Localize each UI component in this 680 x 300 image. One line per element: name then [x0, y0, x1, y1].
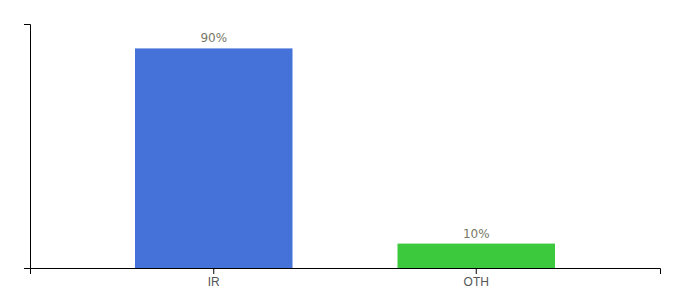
x-tick: OTH	[464, 268, 489, 289]
y-axis-line	[24, 25, 31, 269]
x-axis-line	[31, 269, 661, 275]
data-labels: 90% 10%	[200, 31, 489, 240]
data-label: 90%	[200, 31, 227, 45]
chart: IR OTH 90% 10%	[0, 0, 680, 300]
bars	[135, 48, 555, 268]
data-label: 10%	[463, 227, 490, 241]
x-tick-mark	[213, 268, 214, 274]
x-tick-label: OTH	[464, 275, 489, 289]
bar	[398, 244, 556, 268]
x-axis: IR OTH	[31, 268, 661, 289]
bar	[135, 48, 293, 268]
plot: IR OTH 90% 10%	[24, 25, 661, 289]
x-tick: IR	[208, 268, 220, 289]
y-axis	[24, 25, 31, 269]
x-tick-mark	[476, 268, 477, 274]
x-tick-label: IR	[208, 275, 220, 289]
